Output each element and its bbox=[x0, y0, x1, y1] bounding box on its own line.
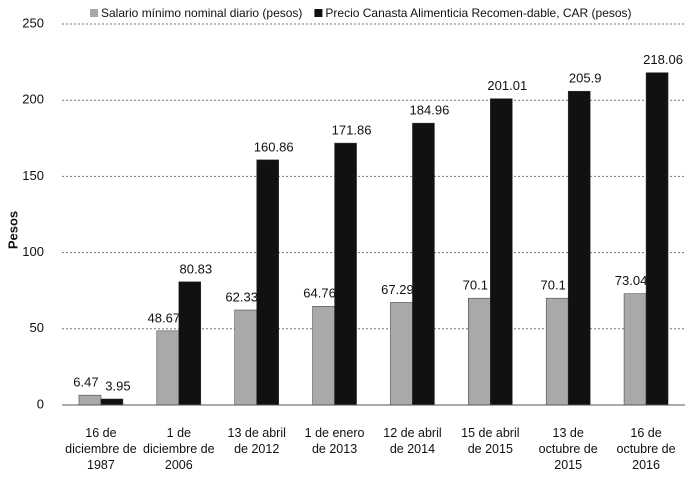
data-label: 201.01 bbox=[487, 78, 527, 93]
bar bbox=[468, 297, 491, 406]
bar bbox=[256, 159, 279, 406]
data-label: 48.67 bbox=[148, 310, 181, 325]
data-label: 80.83 bbox=[180, 261, 213, 276]
data-label: 73.04 bbox=[615, 273, 648, 288]
bar bbox=[412, 122, 435, 406]
data-label: 6.47 bbox=[73, 375, 98, 390]
data-label: 64.76 bbox=[303, 286, 336, 301]
bar bbox=[334, 142, 357, 406]
y-tick-label: 250 bbox=[22, 15, 44, 30]
y-axis-label: Pesos bbox=[5, 211, 20, 249]
legend-swatch bbox=[90, 9, 98, 17]
y-tick-label: 100 bbox=[22, 244, 44, 259]
x-tick-label: 13 de octubre de 2015 bbox=[538, 426, 598, 472]
data-label: 3.95 bbox=[105, 378, 130, 393]
y-tick-label: 200 bbox=[22, 92, 44, 107]
bar bbox=[390, 302, 413, 406]
data-label: 62.33 bbox=[225, 289, 258, 304]
bar bbox=[567, 90, 591, 406]
bar bbox=[645, 72, 669, 406]
x-tick-label: 16 de octubre de 2016 bbox=[616, 426, 676, 472]
data-label: 67.29 bbox=[381, 282, 414, 297]
data-label: 70.1 bbox=[463, 278, 488, 293]
data-label: 184.96 bbox=[410, 103, 450, 118]
y-tick-label: 150 bbox=[22, 168, 44, 183]
data-label: 205.9 bbox=[569, 71, 602, 86]
bar bbox=[178, 281, 202, 406]
bar bbox=[100, 398, 124, 406]
bar bbox=[545, 297, 569, 406]
x-tick-label: 12 de abril de 2014 bbox=[383, 426, 442, 456]
data-label: 70.1 bbox=[541, 278, 566, 293]
y-tick-label: 50 bbox=[30, 320, 44, 335]
bar bbox=[490, 98, 513, 406]
data-label: 171.86 bbox=[332, 123, 372, 138]
bar bbox=[623, 293, 647, 406]
legend-swatch bbox=[314, 9, 323, 17]
y-tick-label: 0 bbox=[37, 396, 44, 411]
data-label: 218.06 bbox=[643, 52, 683, 67]
x-tick-label: 1 de enero de 2013 bbox=[304, 426, 365, 456]
bar bbox=[312, 306, 335, 406]
bar bbox=[156, 330, 180, 406]
data-label: 160.86 bbox=[254, 139, 294, 154]
legend-label: Salario mínimo nominal diario (pesos) bbox=[101, 6, 302, 20]
bar bbox=[78, 394, 102, 406]
x-tick-label: 16 de diciembre de 1987 bbox=[65, 426, 137, 472]
bar bbox=[234, 309, 257, 406]
x-tick-label: 13 de abril de 2012 bbox=[227, 426, 286, 456]
legend-label: Precio Canasta Alimenticia Recomen-dable… bbox=[325, 6, 631, 20]
x-tick-label: 15 de abril de 2015 bbox=[461, 426, 520, 456]
x-tick-label: 1 de diciembre de 2006 bbox=[143, 426, 215, 472]
